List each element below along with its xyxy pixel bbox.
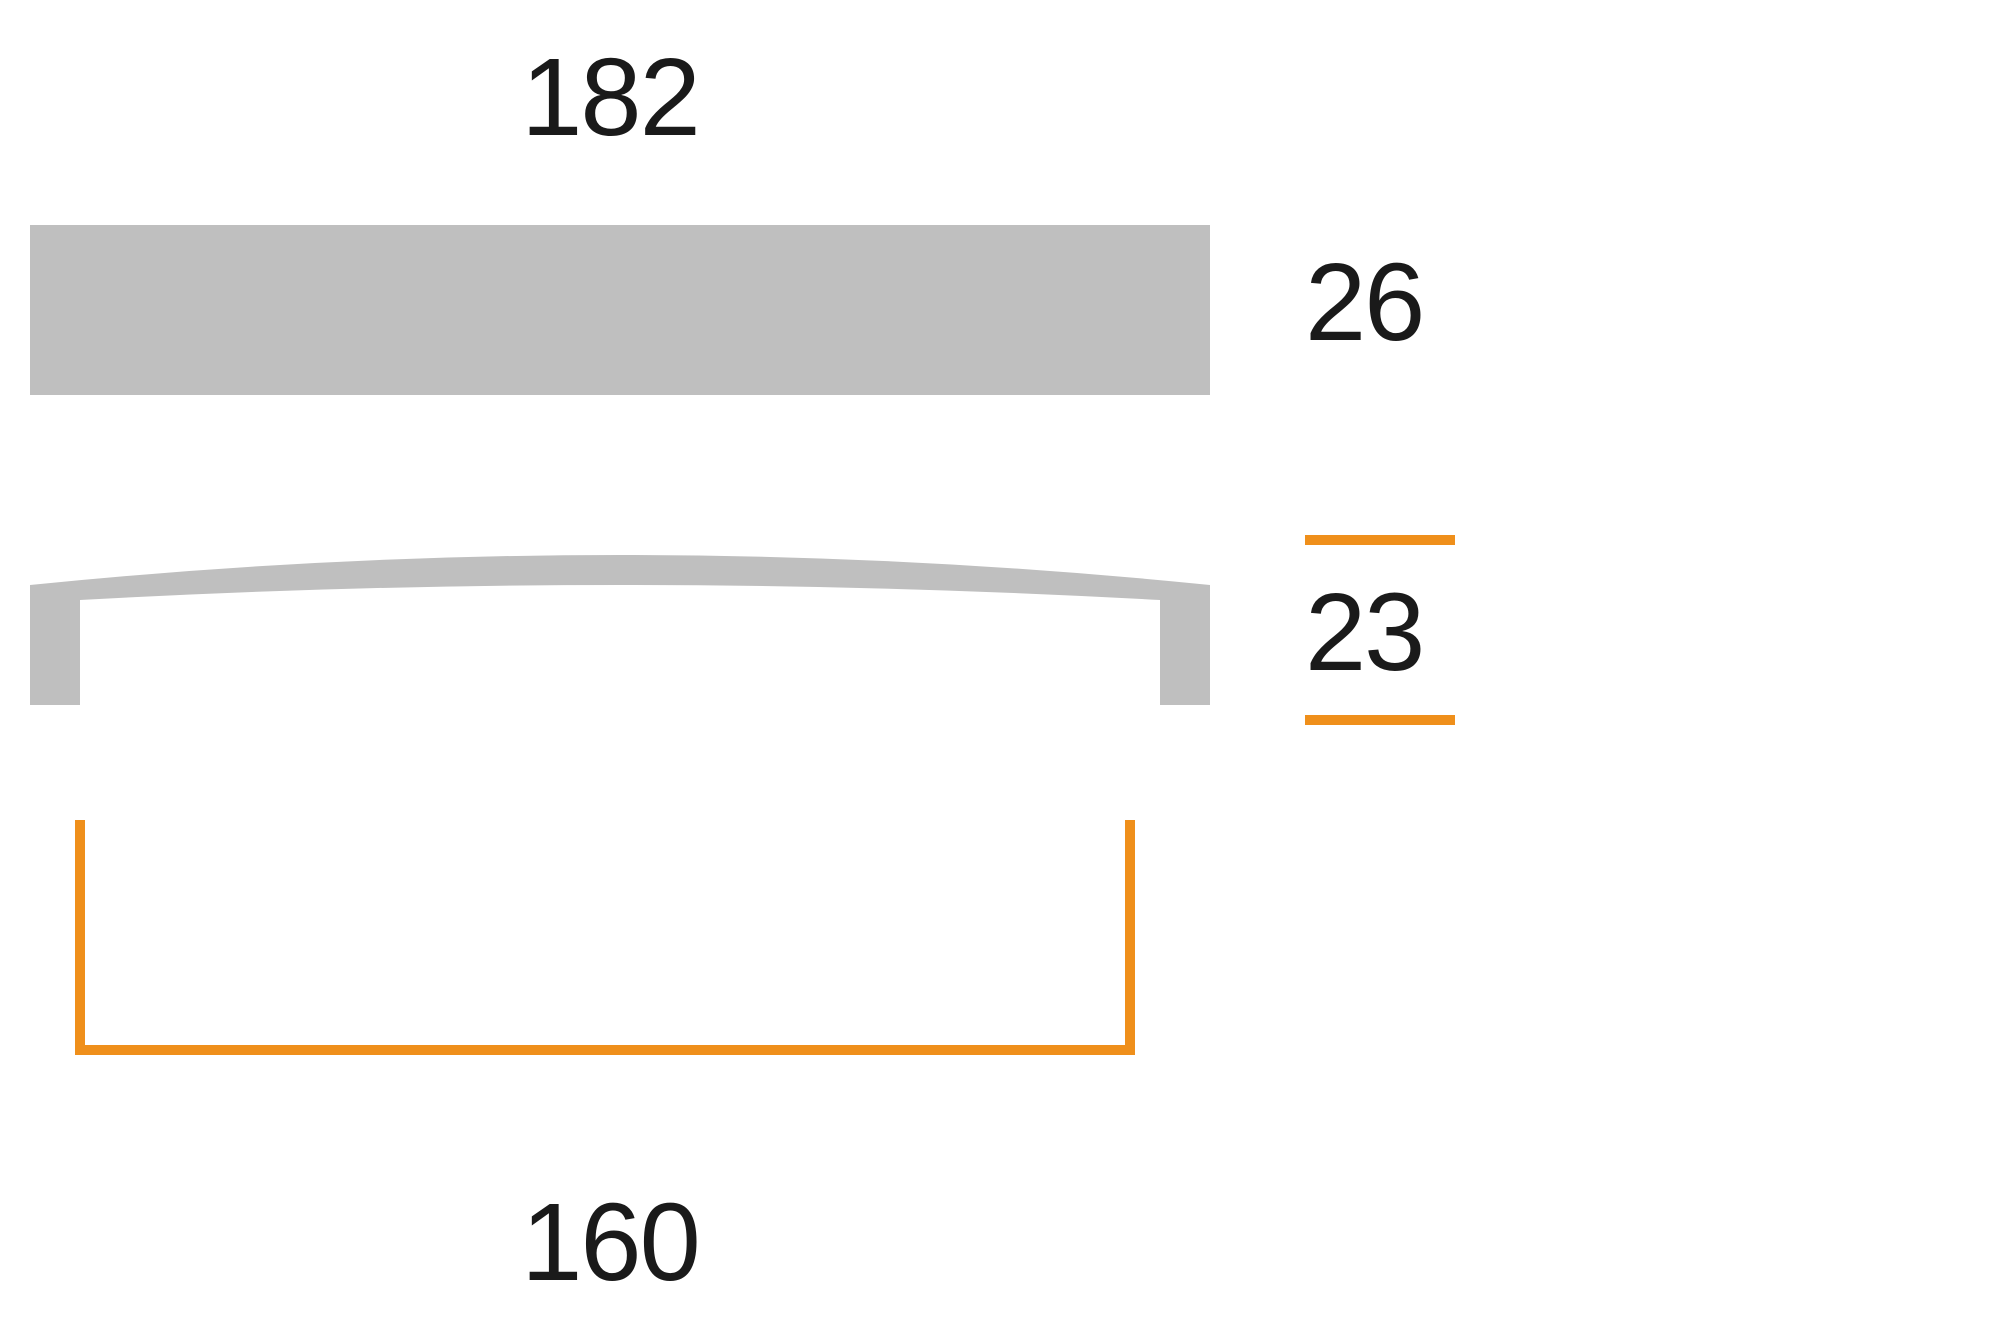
top-view-shape [30,225,1210,395]
label-hole-spacing: 160 [521,1181,699,1304]
label-overall-width: 182 [521,36,699,159]
hole-spacing-bracket [80,820,1130,1050]
technical-drawing: 182 26 23 160 [0,0,2000,1334]
side-view-shape [30,555,1210,705]
label-top-depth: 26 [1305,241,1423,364]
label-side-height: 23 [1305,571,1423,694]
